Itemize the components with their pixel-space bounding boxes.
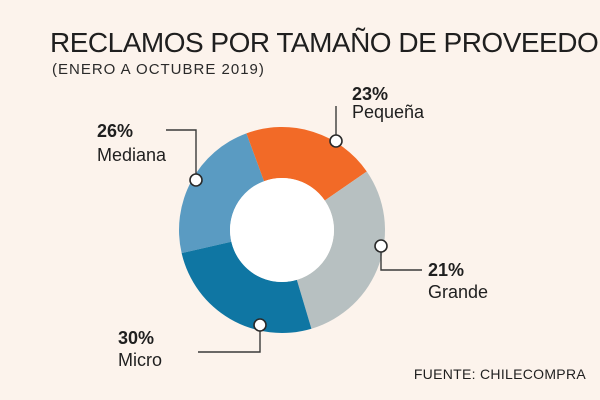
category-label-pequena: Pequeña <box>352 102 425 122</box>
marker-grande <box>374 239 388 253</box>
value-label-grande: 21% <box>428 260 464 280</box>
leader-line-micro <box>198 325 261 353</box>
leader-line-grande <box>380 246 422 271</box>
category-label-micro: Micro <box>118 350 162 370</box>
source-note: FUENTE: CHILECOMPRA <box>413 366 586 382</box>
slice-mediana <box>181 241 312 333</box>
marker-micro <box>253 318 267 332</box>
marker-pequena <box>329 134 343 148</box>
slice-pequena <box>179 133 265 254</box>
value-label-pequena: 23% <box>352 84 388 104</box>
chart-subtitle: (ENERO A OCTUBRE 2019) <box>52 61 265 78</box>
marker-mediana <box>189 173 203 187</box>
value-label-mediana: 26% <box>97 121 133 141</box>
value-label-micro: 30% <box>118 328 154 348</box>
leader-line-mediana <box>166 129 197 180</box>
chart-title: RECLAMOS POR TAMAÑO DE PROVEEDOR <box>50 27 600 58</box>
slice-micro <box>296 171 385 329</box>
donut-hole <box>230 178 334 282</box>
category-label-grande: Grande <box>428 282 488 302</box>
category-label-mediana: Mediana <box>97 145 167 165</box>
